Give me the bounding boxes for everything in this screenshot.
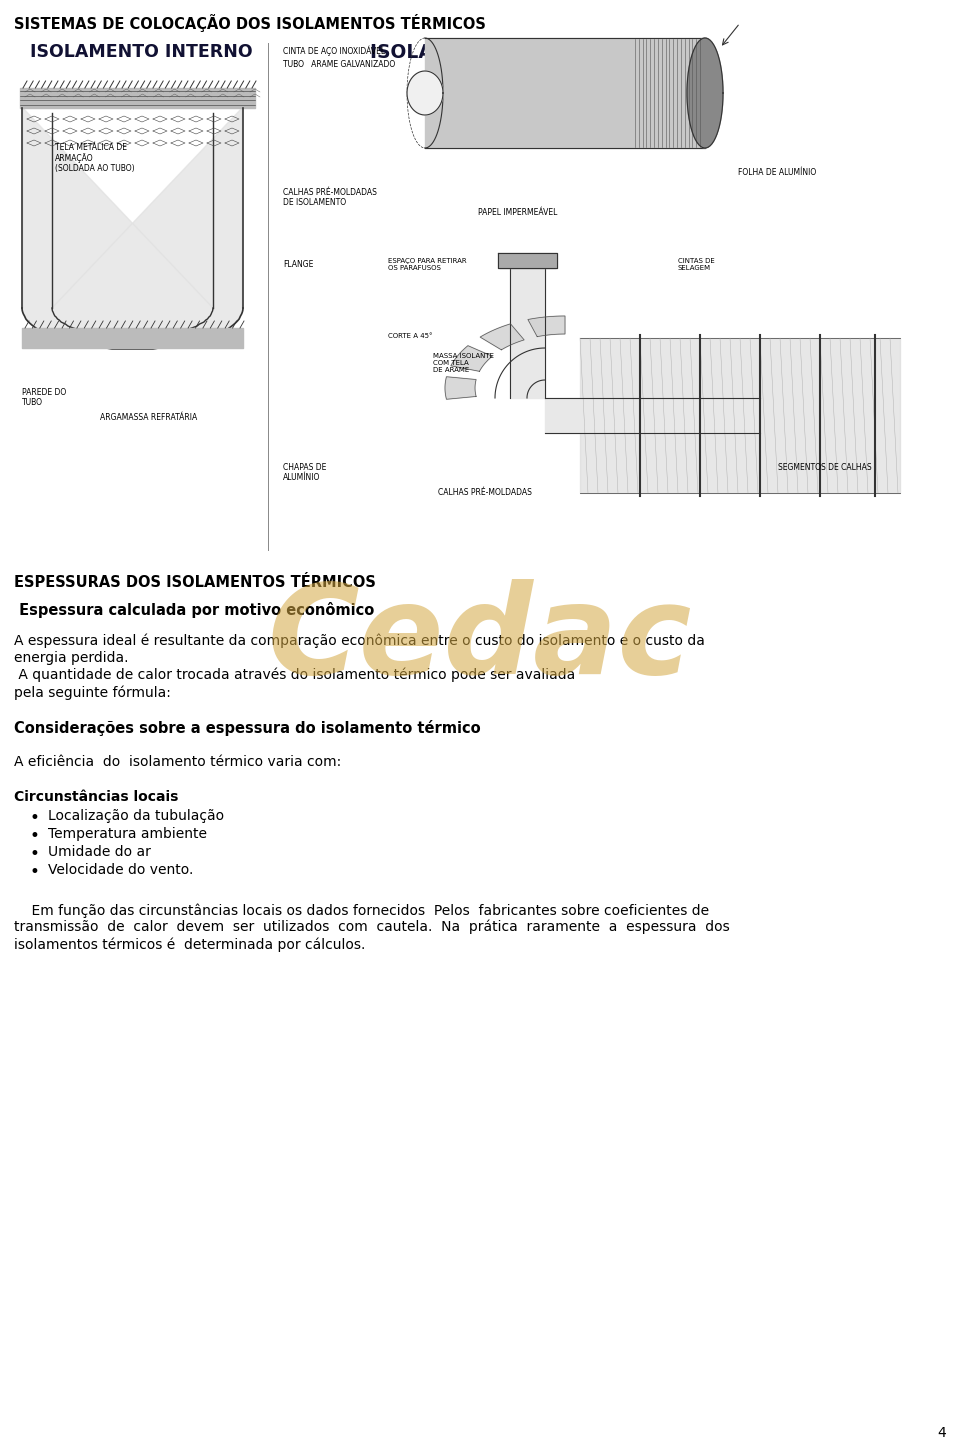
Text: CALHAS PRÉ-MOLDADAS: CALHAS PRÉ-MOLDADAS bbox=[438, 488, 532, 498]
Text: energia perdida.: energia perdida. bbox=[14, 651, 129, 665]
Polygon shape bbox=[445, 377, 476, 399]
Text: Considerações sobre a espessura do isolamento térmico: Considerações sobre a espessura do isola… bbox=[14, 720, 481, 736]
Text: CORTE A 45°: CORTE A 45° bbox=[388, 332, 433, 340]
Text: A espessura ideal é resultante da comparação econômica entre o custo do isolamen: A espessura ideal é resultante da compar… bbox=[14, 634, 705, 649]
Polygon shape bbox=[22, 107, 243, 350]
Text: Umidade do ar: Umidade do ar bbox=[48, 844, 151, 859]
Text: FLANGE: FLANGE bbox=[283, 260, 313, 268]
Text: Cedac: Cedac bbox=[268, 579, 692, 701]
Text: Temperatura ambiente: Temperatura ambiente bbox=[48, 827, 207, 842]
Text: PAPEL IMPERMEÁVEL: PAPEL IMPERMEÁVEL bbox=[478, 207, 558, 218]
Text: MASSA ISOLANTE
COM TELA
DE ARAME: MASSA ISOLANTE COM TELA DE ARAME bbox=[433, 353, 494, 373]
Text: ESPESSURAS DOS ISOLAMENTOS TÉRMICOS: ESPESSURAS DOS ISOLAMENTOS TÉRMICOS bbox=[14, 575, 376, 591]
Text: PAREDE DO
TUBO: PAREDE DO TUBO bbox=[22, 387, 66, 408]
Text: Espessura calculada por motivo econômico: Espessura calculada por motivo econômico bbox=[14, 602, 374, 618]
Text: Em função das circunstâncias locais os dados fornecidos  Pelos  fabricantes sobr: Em função das circunstâncias locais os d… bbox=[14, 903, 709, 917]
Text: CINTAS DE
SELAGEM: CINTAS DE SELAGEM bbox=[678, 258, 715, 271]
Text: isolamentos térmicos é  determinada por cálculos.: isolamentos térmicos é determinada por c… bbox=[14, 937, 366, 952]
Text: A quantidade de calor trocada através do isolamento térmico pode ser avaliada: A quantidade de calor trocada através do… bbox=[14, 667, 575, 682]
Text: TELA METÁLICA DE
ARMAÇÃO
(SOLDADA AO TUBO): TELA METÁLICA DE ARMAÇÃO (SOLDADA AO TUB… bbox=[55, 142, 134, 174]
Text: Velocidade do vento.: Velocidade do vento. bbox=[48, 863, 193, 876]
Text: ISOLAMENTO EXTERNO: ISOLAMENTO EXTERNO bbox=[370, 44, 614, 62]
Text: Circunstâncias locais: Circunstâncias locais bbox=[14, 789, 179, 804]
Polygon shape bbox=[528, 316, 565, 337]
Text: ESPAÇO PARA RETIRAR
OS PARAFUSOS: ESPAÇO PARA RETIRAR OS PARAFUSOS bbox=[388, 258, 467, 271]
Polygon shape bbox=[480, 324, 524, 350]
Text: SISTEMAS DE COLOCAÇÃO DOS ISOLAMENTOS TÉRMICOS: SISTEMAS DE COLOCAÇÃO DOS ISOLAMENTOS TÉ… bbox=[14, 15, 486, 32]
Text: FOLHA DE ALUMÍNIO: FOLHA DE ALUMÍNIO bbox=[738, 168, 816, 177]
Text: CHAPAS DE
ALUMÍNIO: CHAPAS DE ALUMÍNIO bbox=[283, 463, 326, 482]
Polygon shape bbox=[407, 71, 443, 115]
Text: A eficiência  do  isolamento térmico varia com:: A eficiência do isolamento térmico varia… bbox=[14, 755, 341, 769]
Text: transmissão  de  calor  devem  ser  utilizados  com  cautela.  Na  prática  rara: transmissão de calor devem ser utilizado… bbox=[14, 920, 730, 934]
Text: SEGMENTOS DE CALHAS: SEGMENTOS DE CALHAS bbox=[778, 463, 872, 472]
Text: ISOLAMENTO INTERNO: ISOLAMENTO INTERNO bbox=[30, 44, 252, 61]
Text: CALHAS PRÉ-MOLDADAS
DE ISOLAMENTO: CALHAS PRÉ-MOLDADAS DE ISOLAMENTO bbox=[283, 189, 377, 207]
Polygon shape bbox=[451, 345, 492, 371]
Text: ARGAMASSA REFRATÁRIA: ARGAMASSA REFRATÁRIA bbox=[100, 414, 197, 422]
Text: Localização da tubulação: Localização da tubulação bbox=[48, 810, 224, 823]
Text: CINTA DE AÇO INOXIDÁVEL: CINTA DE AÇO INOXIDÁVEL bbox=[283, 46, 385, 57]
Text: •: • bbox=[29, 863, 39, 881]
Text: 4: 4 bbox=[937, 1426, 946, 1439]
Text: •: • bbox=[29, 827, 39, 844]
Text: pela seguinte fórmula:: pela seguinte fórmula: bbox=[14, 685, 171, 699]
Text: •: • bbox=[29, 810, 39, 827]
Text: TUBO   ARAME GALVANIZADO: TUBO ARAME GALVANIZADO bbox=[283, 59, 396, 70]
Polygon shape bbox=[687, 38, 723, 148]
Bar bbox=[0, 38, 960, 554]
Text: •: • bbox=[29, 844, 39, 863]
